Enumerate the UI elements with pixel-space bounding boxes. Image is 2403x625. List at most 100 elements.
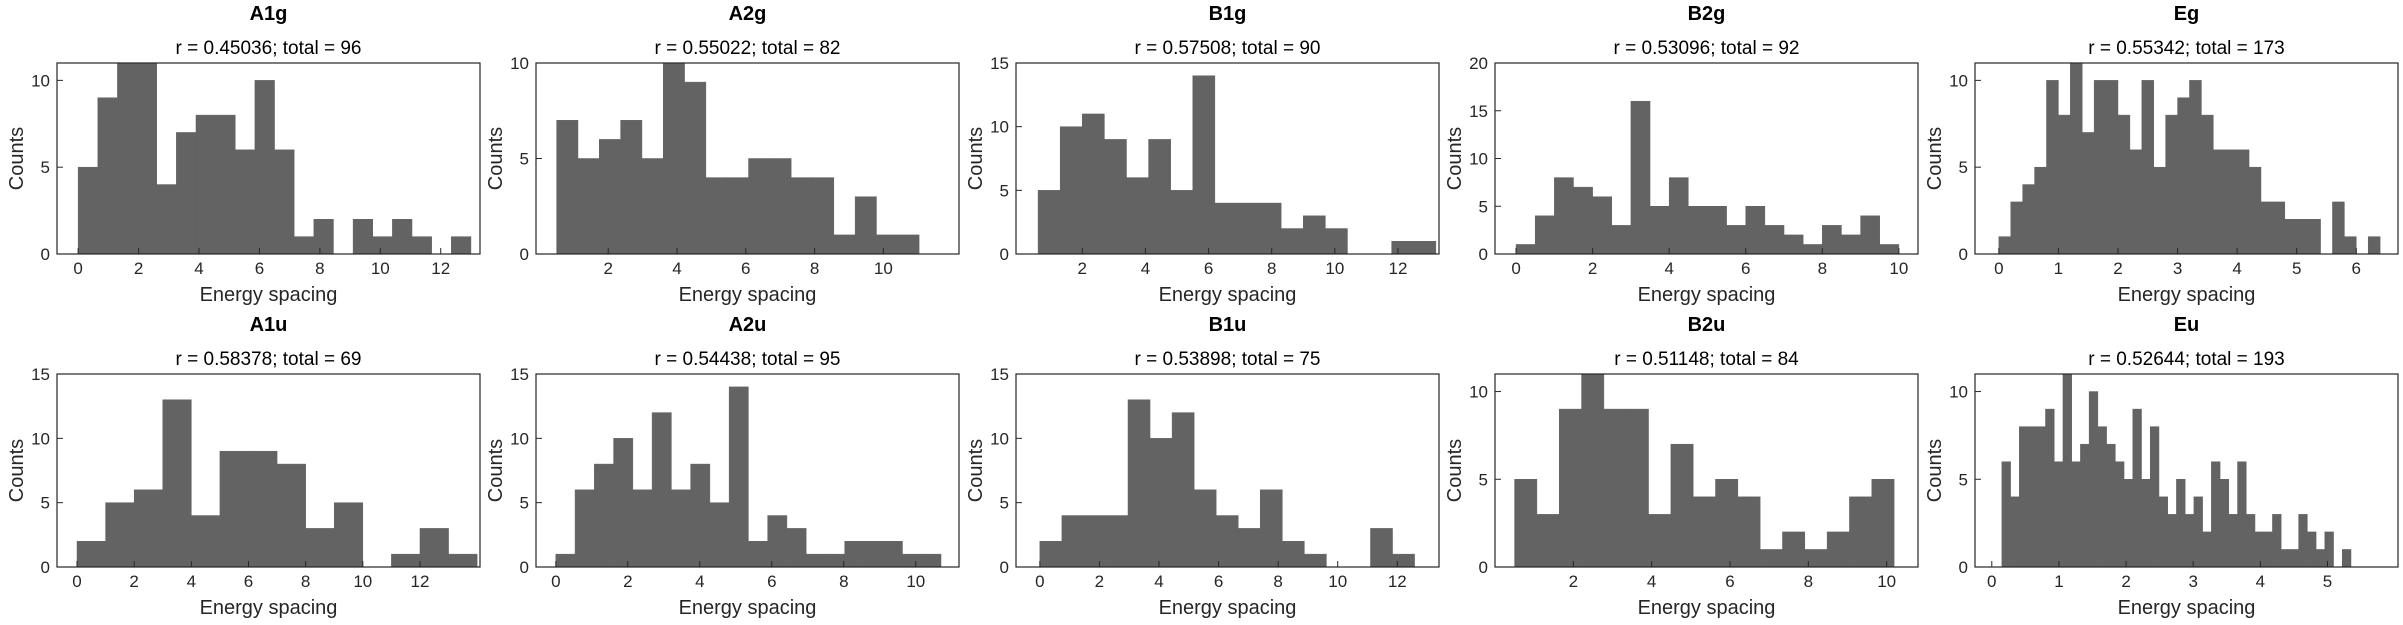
bar xyxy=(2280,549,2291,568)
bar xyxy=(2010,201,2023,255)
bar xyxy=(1215,515,1239,568)
bar xyxy=(2315,549,2326,568)
y-tick-label: 0 xyxy=(41,245,50,264)
y-axis-label: Counts xyxy=(1924,439,1946,502)
bar xyxy=(2045,408,2055,568)
bar xyxy=(2071,461,2081,568)
bar xyxy=(1214,202,1238,255)
bar xyxy=(2184,514,2195,568)
x-tick-label: 8 xyxy=(315,259,324,278)
y-tick-label: 15 xyxy=(1469,102,1488,121)
bar xyxy=(748,158,771,255)
bar xyxy=(254,80,275,255)
bar xyxy=(2324,531,2334,568)
subplot-title: A2u xyxy=(729,314,767,336)
bar xyxy=(705,177,728,255)
x-tick-label: 3 xyxy=(2188,572,2197,591)
x-tick-label: 2 xyxy=(2121,572,2130,591)
subplot-subtitle: r = 0.54438; total = 95 xyxy=(655,349,841,370)
bar xyxy=(1192,75,1216,255)
x-tick-label: 10 xyxy=(874,259,893,278)
bar xyxy=(1304,553,1327,568)
bar xyxy=(2367,236,2381,255)
bar xyxy=(1558,408,1582,568)
x-axis-label: Energy spacing xyxy=(200,284,338,306)
bar xyxy=(1170,190,1194,255)
bar xyxy=(2177,97,2190,255)
x-tick-label: 1 xyxy=(2054,259,2063,278)
bar xyxy=(372,236,393,255)
bar xyxy=(2027,426,2038,568)
y-axis-label: Counts xyxy=(6,127,28,190)
axes-frame xyxy=(535,373,960,568)
bar xyxy=(790,177,813,255)
bar xyxy=(2080,443,2090,568)
bar xyxy=(1536,514,1560,568)
y-tick-label: 10 xyxy=(510,429,529,448)
x-tick-label: 0 xyxy=(1987,572,1996,591)
y-tick-label: 0 xyxy=(1959,558,1968,577)
subplot-subtitle: r = 0.53096; total = 92 xyxy=(1614,38,1800,59)
x-tick-label: 0 xyxy=(551,572,560,591)
subplot: 0 2 4 6 8 10 0 5 10 15 20 B2g r = 0.53096; total = 9… xyxy=(1444,3,1919,306)
bar xyxy=(1282,541,1305,568)
bar xyxy=(2062,373,2072,568)
bar xyxy=(1802,244,1823,255)
bar xyxy=(136,62,157,255)
x-tick-label: 3 xyxy=(2173,259,2182,278)
bar xyxy=(709,502,730,568)
bar xyxy=(921,553,942,568)
subplot-title: B2u xyxy=(1688,314,1726,336)
x-tick-label: 6 xyxy=(741,259,750,278)
bar xyxy=(2053,461,2064,568)
bar xyxy=(2272,201,2286,255)
bar xyxy=(2284,219,2297,255)
x-tick-label: 6 xyxy=(1741,259,1750,278)
subplot-title: Eg xyxy=(2174,3,2200,25)
bar xyxy=(2296,219,2309,255)
y-tick-label: 5 xyxy=(1959,470,1968,489)
y-tick-label: 15 xyxy=(31,365,50,384)
x-tick-label: 2 xyxy=(2113,259,2122,278)
x-tick-label: 2 xyxy=(1569,572,1578,591)
bar xyxy=(215,114,236,255)
y-tick-label: 10 xyxy=(1949,71,1968,90)
x-tick-label: 5 xyxy=(2292,259,2301,278)
y-tick-label: 5 xyxy=(41,494,50,513)
bar xyxy=(769,158,792,255)
bar xyxy=(1841,234,1861,255)
x-tick-label: 10 xyxy=(1877,572,1896,591)
x-tick-label: 2 xyxy=(1095,572,1104,591)
bar xyxy=(419,528,449,568)
bar xyxy=(392,219,413,255)
bar xyxy=(2176,479,2186,568)
bar xyxy=(1592,196,1613,255)
bar xyxy=(876,234,899,255)
bar xyxy=(728,386,749,568)
bar xyxy=(1126,177,1149,255)
x-tick-label: 0 xyxy=(1035,572,1044,591)
bar xyxy=(1413,241,1437,255)
x-tick-label: 4 xyxy=(1141,259,1150,278)
y-tick-label: 0 xyxy=(41,558,50,577)
bar xyxy=(748,541,768,568)
bar xyxy=(2263,531,2273,568)
subplot-title: B1u xyxy=(1209,314,1247,336)
y-tick-label: 0 xyxy=(520,245,529,264)
bar xyxy=(1707,206,1727,255)
subplot: 2 4 6 8 10 0 5 10 A2g r = 0.55022; total = 82 Ener… xyxy=(485,3,960,306)
bar xyxy=(854,196,877,255)
x-tick-label: 2 xyxy=(129,572,138,591)
bar xyxy=(1826,531,1850,568)
x-tick-label: 2 xyxy=(603,259,612,278)
bar xyxy=(2165,114,2178,255)
bar xyxy=(448,553,478,568)
bar xyxy=(1554,177,1574,255)
bar xyxy=(276,463,306,568)
x-tick-label: 10 xyxy=(1328,572,1347,591)
x-tick-label: 4 xyxy=(187,572,196,591)
bar xyxy=(313,219,334,255)
bar xyxy=(2001,461,2011,568)
bar xyxy=(305,528,335,568)
bar xyxy=(1726,225,1746,255)
